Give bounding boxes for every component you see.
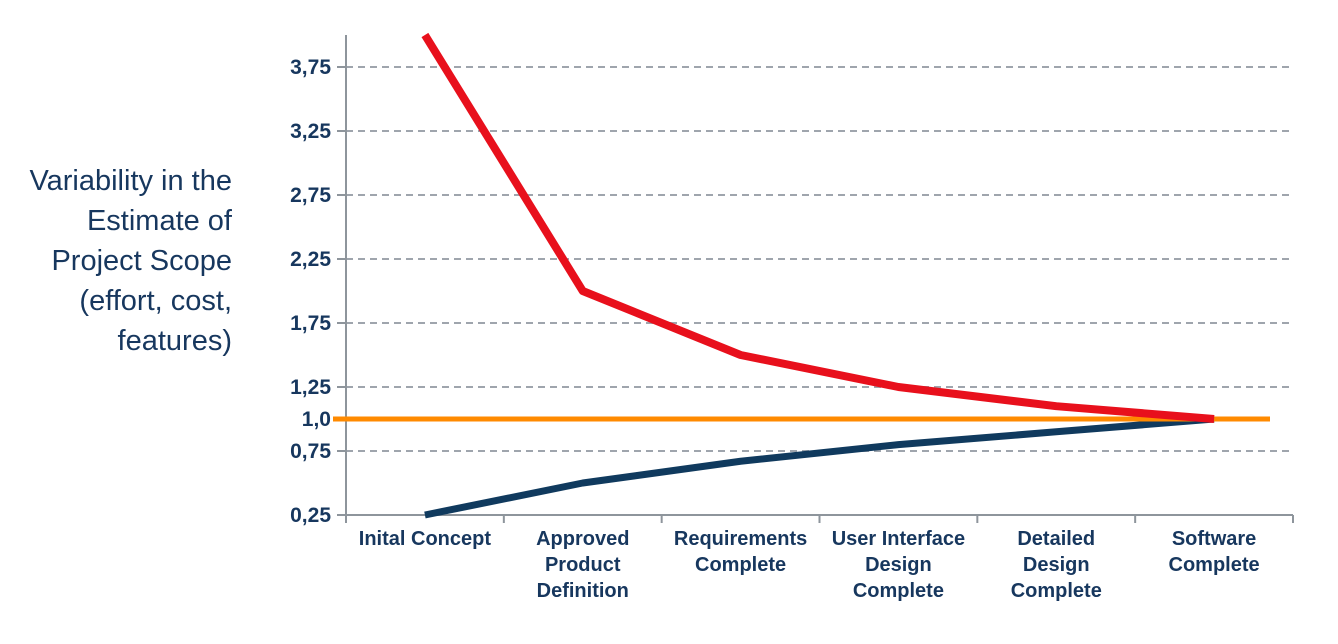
y-tick-label: 2,75 — [290, 184, 331, 207]
x-axis-label: User Interface Design Complete — [831, 528, 966, 602]
x-axis-label: Requirements Complete — [673, 528, 808, 576]
y-tick-label: 3,75 — [290, 56, 331, 79]
x-axis-label: Detailed Design Complete — [1010, 528, 1102, 602]
y-tick-label: 0,75 — [290, 440, 331, 463]
x-axis-label: Approved Product Definition — [536, 528, 630, 602]
y-tick-label: 1,25 — [290, 376, 331, 399]
y-tick-label: 2,25 — [290, 248, 331, 271]
x-axis-label: Software Complete — [1168, 528, 1260, 576]
lower-estimate-line — [424, 415, 1215, 519]
y-tick-label: 0,25 — [290, 504, 331, 527]
y-tick-label: 1,75 — [290, 312, 331, 335]
y-tick-label: 1,0 — [302, 408, 331, 431]
y-axis-title: Variability in the Estimate of Project S… — [29, 165, 232, 357]
y-tick-label: 3,25 — [290, 120, 331, 143]
x-axis-label: Inital Concept — [358, 528, 492, 550]
upper-estimate-line — [421, 32, 1215, 423]
